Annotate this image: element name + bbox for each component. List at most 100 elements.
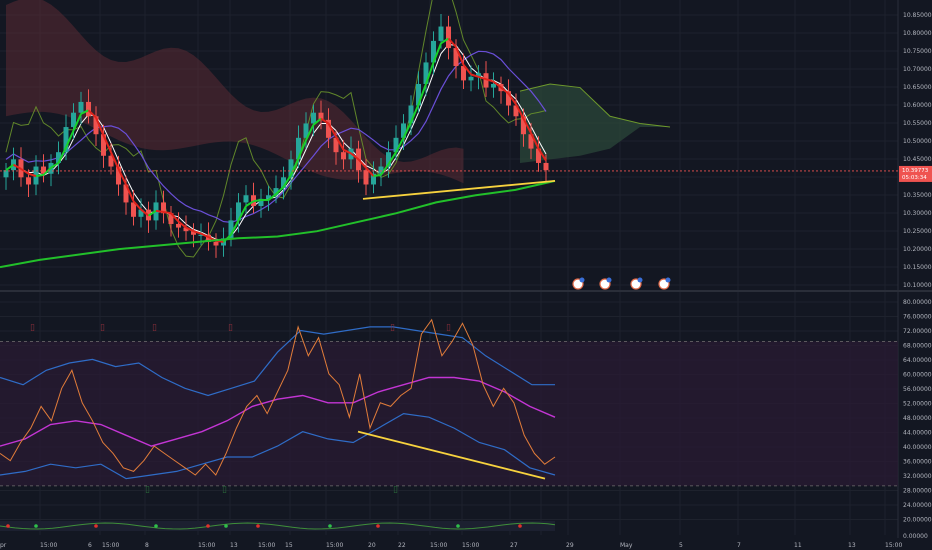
ma-segment xyxy=(380,163,390,176)
divergence-marker: ▯ xyxy=(30,323,35,333)
rsi-axis-label: 64.00000 xyxy=(903,357,932,364)
price-axis-label: 10.70000 xyxy=(903,66,932,73)
ma-segment xyxy=(500,86,510,95)
oscillator-dot xyxy=(6,524,10,528)
candle xyxy=(371,173,376,185)
candle xyxy=(191,231,196,235)
ma-segment xyxy=(65,130,75,148)
candle xyxy=(318,112,324,120)
ma-segment xyxy=(275,186,285,195)
ma-segment xyxy=(447,37,457,48)
candle xyxy=(476,73,481,77)
time-axis-label: 15:00 xyxy=(885,542,902,549)
ma-segment xyxy=(267,193,277,201)
price-axis[interactable]: 10.85000 10.80000 10.75000 10.70000 10.65000… xyxy=(899,12,932,289)
time-axis[interactable]: pr 15:00 6 15:00 8 15:00 13 15:00 15 15:00 20 15:00… xyxy=(0,538,932,550)
event-marker-flag xyxy=(606,277,612,283)
rsi-trendline xyxy=(357,430,546,480)
candle xyxy=(266,195,271,199)
candle xyxy=(213,241,219,246)
time-axis-label: 15:00 xyxy=(102,542,119,549)
ma-segment xyxy=(440,37,450,45)
rsi-panel: ▯ ▯ ▯ ▯ ▯ ▯ ▯ ▯ ▯ xyxy=(0,318,898,531)
time-axis-label: 13 xyxy=(230,542,238,549)
rsi-mid-band xyxy=(0,376,556,447)
sma-line xyxy=(0,179,556,269)
ma-segment xyxy=(177,220,187,229)
rsi-axis[interactable]: 80.00000 76.00000 72.00000 68.00000 64.00000… xyxy=(903,299,932,540)
oscillator-dot xyxy=(376,524,380,528)
candle xyxy=(236,202,241,221)
rsi-axis-label: 28.00000 xyxy=(903,488,932,495)
event-marker-flag xyxy=(665,277,671,283)
candle xyxy=(3,170,9,178)
ma-segment xyxy=(455,46,465,66)
candle xyxy=(536,148,541,163)
current-price-badge[interactable] xyxy=(899,165,932,182)
time-axis-label: 15:00 xyxy=(462,542,479,549)
candle xyxy=(123,184,129,203)
candle xyxy=(26,177,31,185)
price-axis-label: 10.35000 xyxy=(903,192,932,199)
ma-segment xyxy=(147,209,157,217)
divergence-marker: ▯ xyxy=(222,485,227,495)
ma-segment xyxy=(87,109,97,119)
candle xyxy=(93,116,99,135)
oscillator-dot xyxy=(456,524,460,528)
rsi-axis-label: 44.00000 xyxy=(903,430,932,437)
ma-segment xyxy=(13,163,22,170)
oscillator-dot xyxy=(154,524,158,528)
ma-segment xyxy=(230,219,240,236)
price-axis-label: 10.55000 xyxy=(903,120,932,127)
candle xyxy=(333,137,339,153)
ma-segment xyxy=(57,146,67,164)
ma-segment xyxy=(478,75,487,81)
candle xyxy=(78,101,84,113)
candle xyxy=(281,177,286,189)
oscillator-dot xyxy=(256,524,260,528)
ma-segment xyxy=(102,135,112,153)
divergence-marker: ▯ xyxy=(446,323,451,333)
ma-segment xyxy=(28,172,37,178)
candle xyxy=(228,220,234,239)
ma-segment xyxy=(387,151,397,165)
time-axis-label: 20 xyxy=(368,542,376,549)
candle xyxy=(408,105,414,124)
rsi-axis-label: 40.00000 xyxy=(903,444,932,451)
price-panel xyxy=(0,0,898,290)
rsi-axis-label: 0.00000 xyxy=(903,533,928,540)
rsi-axis-label: 48.00000 xyxy=(903,415,932,422)
candle xyxy=(386,152,391,167)
price-axis-label: 10.75000 xyxy=(903,48,932,55)
time-axis-label: 6 xyxy=(88,542,92,549)
current-price-value: 10.39773 xyxy=(902,168,929,174)
candle xyxy=(296,137,301,160)
ichimoku-span-a xyxy=(519,83,671,128)
time-axis-label: 15:00 xyxy=(430,542,447,549)
oscillator-dot xyxy=(328,524,332,528)
oscillator-strip xyxy=(0,521,555,531)
candle xyxy=(363,170,369,185)
oscillator-line xyxy=(0,522,556,530)
candle xyxy=(416,83,421,106)
ma-segment xyxy=(357,158,367,169)
candle xyxy=(288,159,294,178)
candle xyxy=(528,134,534,149)
candle xyxy=(206,234,211,242)
time-axis-label: 22 xyxy=(398,542,406,549)
price-axis-label: 10.25000 xyxy=(903,228,932,235)
ma-segment xyxy=(395,137,405,153)
rsi-upper-band xyxy=(0,326,555,397)
ma-segment xyxy=(343,148,352,155)
ichimoku-cloud-bearish xyxy=(6,0,464,184)
rsi-lower-band xyxy=(0,412,556,480)
candle xyxy=(198,234,204,236)
oscillator-dot xyxy=(34,524,38,528)
price-axis-label: 10.65000 xyxy=(903,84,932,91)
candle xyxy=(401,123,406,138)
ma-segment xyxy=(5,163,15,171)
candle xyxy=(176,223,181,228)
current-price-countdown: 05:03:34 xyxy=(902,175,927,181)
